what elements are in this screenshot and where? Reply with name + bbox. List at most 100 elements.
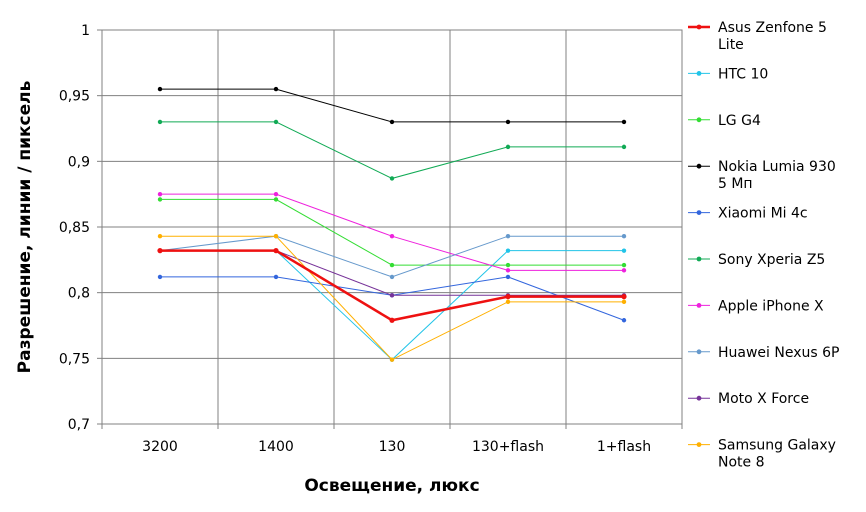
legend-swatch-marker [696, 24, 702, 30]
legend-label: LG G4 [718, 113, 761, 129]
legend-label: Xiaomi Mi 4c [718, 206, 808, 222]
data-point [157, 233, 163, 239]
data-point [273, 191, 279, 197]
y-tick-label: 0,95 [59, 89, 90, 105]
data-point [505, 233, 511, 239]
legend-item: Huawei Nexus 6P [688, 345, 839, 361]
legend-label: HTC 10 [718, 66, 768, 82]
grid [102, 29, 682, 425]
legend-swatch-marker [696, 210, 702, 216]
data-point [505, 262, 511, 268]
data-point [621, 299, 627, 305]
data-point [157, 274, 163, 280]
data-point [389, 293, 395, 298]
series-5 [157, 119, 627, 181]
y-tick-label: 0,8 [68, 286, 90, 302]
data-point [273, 233, 279, 239]
data-point [389, 176, 395, 181]
legend-label: Samsung Galaxy [718, 438, 836, 454]
legend-label: Apple iPhone X [718, 298, 824, 314]
data-point [621, 318, 627, 323]
data-point [505, 144, 511, 150]
x-axis-title: Освещение, люкс [304, 476, 479, 496]
y-tick-label: 0,85 [59, 220, 90, 236]
data-point [273, 119, 279, 125]
legend-swatch-marker [696, 117, 702, 123]
y-tick-label: 0,75 [59, 351, 90, 367]
legend-item: HTC 10 [688, 66, 768, 82]
y-tick-label: 0,7 [68, 417, 90, 433]
legend-swatch-marker [696, 163, 702, 169]
legend-swatch-marker [696, 395, 702, 401]
x-tick-label: 1400 [258, 439, 294, 455]
data-point [273, 248, 279, 254]
x-tick-label: 130 [379, 439, 406, 455]
x-axis-ticks: 3200 1400 130 130+flash 1+flash [101, 424, 683, 455]
data-point [505, 248, 511, 253]
legend-label: 5 Мп [718, 176, 753, 192]
x-tick-label: 1+flash [597, 439, 651, 455]
legend-swatch-marker [696, 256, 702, 262]
data-point [621, 294, 627, 300]
legend-swatch-marker [696, 442, 702, 447]
legend-label: Moto X Force [718, 391, 809, 407]
data-point [389, 274, 395, 280]
data-point [389, 262, 395, 268]
series-0 [157, 248, 627, 323]
y-tick-label: 1 [81, 23, 90, 39]
data-point [621, 144, 627, 150]
data-point [157, 197, 163, 202]
legend-label: Sony Xperia Z5 [718, 252, 825, 268]
data-point [157, 191, 163, 197]
data-point [505, 274, 511, 280]
data-point [505, 299, 511, 305]
y-tick-label: 0,9 [68, 154, 90, 170]
data-point [389, 233, 395, 239]
legend-label: Lite [718, 37, 744, 53]
data-point [389, 317, 395, 323]
series-6 [157, 191, 627, 273]
legend-item: Sony Xperia Z5 [688, 252, 825, 268]
data-point [157, 119, 163, 125]
data-point [505, 294, 511, 300]
data-point [273, 86, 279, 92]
legend-item: LG G4 [688, 113, 761, 129]
data-point [157, 86, 163, 92]
x-tick-label: 3200 [142, 439, 178, 455]
data-point [389, 357, 395, 362]
legend-label: Asus Zenfone 5 [718, 20, 827, 36]
data-point [621, 262, 627, 268]
data-point [273, 274, 279, 280]
data-point [273, 197, 279, 202]
legend-label: Note 8 [718, 455, 765, 471]
data-point [621, 233, 627, 239]
data-point [621, 268, 627, 273]
data-point [621, 119, 627, 125]
x-tick-label: 130+flash [472, 439, 544, 455]
data-point [505, 268, 511, 273]
data-point [621, 248, 627, 253]
legend-item: Moto X Force [688, 391, 809, 407]
legend-label: Nokia Lumia 930 [718, 159, 836, 175]
series-9 [157, 233, 627, 362]
series-3 [157, 86, 627, 125]
legend-label: Huawei Nexus 6P [718, 345, 839, 361]
legend-item: Xiaomi Mi 4c [688, 206, 808, 222]
series [157, 86, 627, 362]
legend-swatch-marker [696, 71, 702, 76]
y-axis-ticks: 0,7 0,75 0,8 0,85 0,9 0,95 1 [59, 23, 102, 433]
legend-swatch-marker [696, 303, 702, 308]
y-axis-title: Разрешение, линии / пиксель [15, 81, 35, 374]
data-point [505, 119, 511, 125]
series-2 [157, 197, 627, 268]
data-point [389, 119, 395, 125]
data-point [157, 248, 163, 254]
legend-item: Apple iPhone X [688, 298, 824, 314]
legend-swatch-marker [696, 349, 702, 355]
